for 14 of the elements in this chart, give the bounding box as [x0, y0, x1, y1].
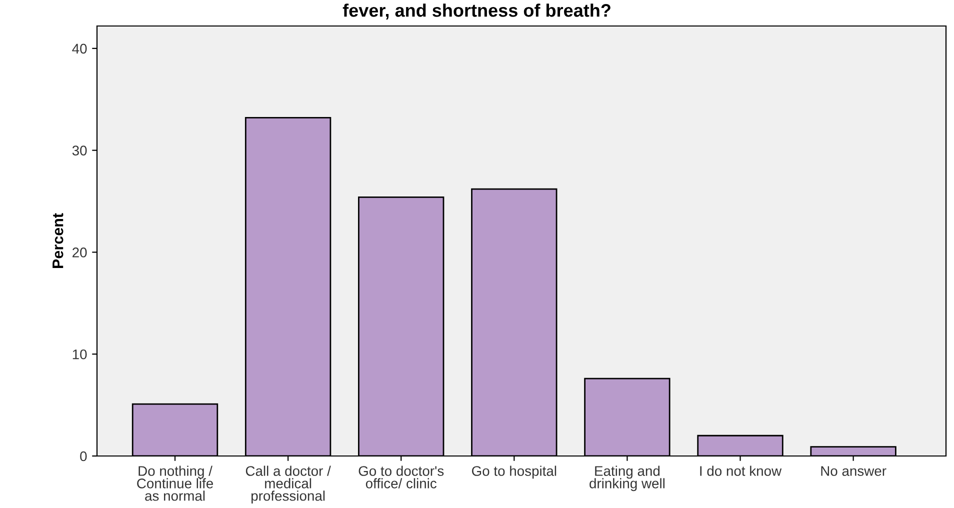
y-tick-label: 30 [72, 146, 87, 156]
y-tick-label: 40 [72, 44, 87, 54]
chart-title: fever, and shortness of breath? [342, 4, 610, 20]
x-tick-label: Do nothing / Continue life as normal [137, 466, 213, 501]
x-tick-label: Call a doctor / medical professional [246, 466, 331, 504]
x-tick-label: Eating and drinking well [590, 466, 664, 492]
x-tick-label: No answer [821, 466, 886, 476]
x-tick-label: Go to hospital [472, 466, 556, 479]
x-tick-label: I do not know [700, 466, 782, 476]
y-axis-title: Percent [52, 213, 64, 268]
y-tick-label: 0 [80, 451, 87, 462]
y-tick-label: 20 [72, 248, 87, 258]
x-tick-label: Go to doctor's office/ clinic [358, 466, 444, 488]
y-tick-label: 10 [72, 349, 87, 360]
